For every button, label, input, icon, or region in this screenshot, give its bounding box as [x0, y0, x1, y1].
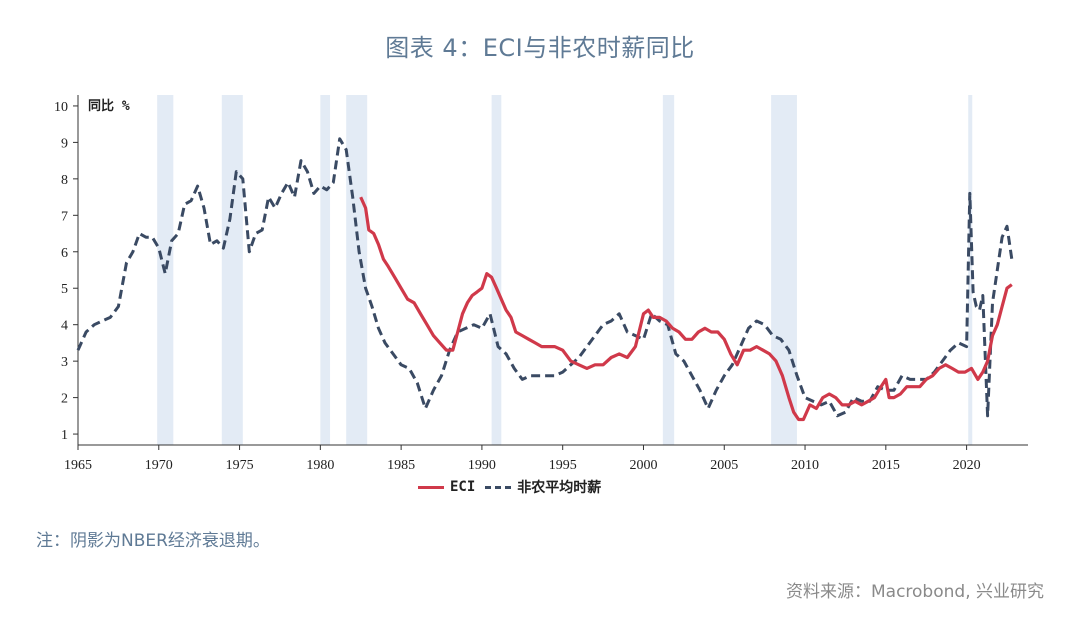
legend-item-payroll: 非农平均时薪: [485, 477, 601, 497]
y-tick-label: 7: [61, 209, 68, 224]
legend-swatch-payroll: [485, 485, 512, 489]
x-tick-label: 2000: [629, 458, 657, 473]
x-tick-label: 2020: [953, 458, 981, 473]
source-note: 资料来源：Macrobond, 兴业研究: [785, 582, 1044, 602]
x-tick-label: 1975: [226, 458, 254, 473]
legend-item-eci: ECI: [418, 479, 475, 495]
series-lines: [76, 137, 1014, 422]
recession-band: [221, 95, 243, 445]
legend-label-payroll: 非农平均时薪: [517, 480, 602, 496]
y-tick-label: 6: [61, 246, 68, 261]
x-tick-label: 1995: [549, 458, 577, 473]
recession-band: [346, 95, 368, 445]
x-tick-label: 1980: [306, 458, 334, 473]
recession-band: [662, 95, 675, 445]
recession-band: [968, 95, 973, 445]
y-tick-label: 2: [61, 392, 68, 407]
y-tick-label: 10: [54, 100, 68, 115]
x-tick-label: 1965: [64, 458, 92, 473]
x-tick-label: 2005: [710, 458, 738, 473]
series-line-payroll: [76, 137, 1014, 418]
chart-title: 图表 4：ECI与非农时薪同比: [385, 34, 695, 62]
axes: 1 2 3 4 5 6 7 8 9 10 1965 1970 1975 1980 1985 1990 1995 2…: [54, 95, 1028, 473]
footnote: 注：阴影为NBER经济衰退期。: [36, 531, 270, 551]
recession-band: [491, 95, 502, 445]
y-axis-label: 同比 %: [88, 99, 130, 114]
x-tick-label: 1985: [387, 458, 415, 473]
x-tick-label: 2010: [791, 458, 819, 473]
y-tick-label: 8: [61, 173, 68, 188]
y-tick-label: 1: [61, 428, 68, 443]
y-tick-label: 5: [61, 282, 68, 297]
x-tick-label: 2015: [872, 458, 900, 473]
legend: ECI 非农平均时薪: [418, 476, 611, 498]
y-tick-label: 9: [61, 136, 68, 151]
recession-band: [771, 95, 797, 445]
series-line-eci: [359, 196, 1013, 422]
x-tick-label: 1990: [468, 458, 496, 473]
legend-swatch-eci: [418, 485, 444, 489]
recession-band: [320, 95, 331, 445]
recession-shading: [157, 95, 973, 445]
legend-label-eci: ECI: [450, 479, 476, 495]
y-tick-label: 3: [61, 355, 68, 370]
x-tick-label: 1970: [145, 458, 173, 473]
y-tick-label: 4: [61, 319, 68, 334]
